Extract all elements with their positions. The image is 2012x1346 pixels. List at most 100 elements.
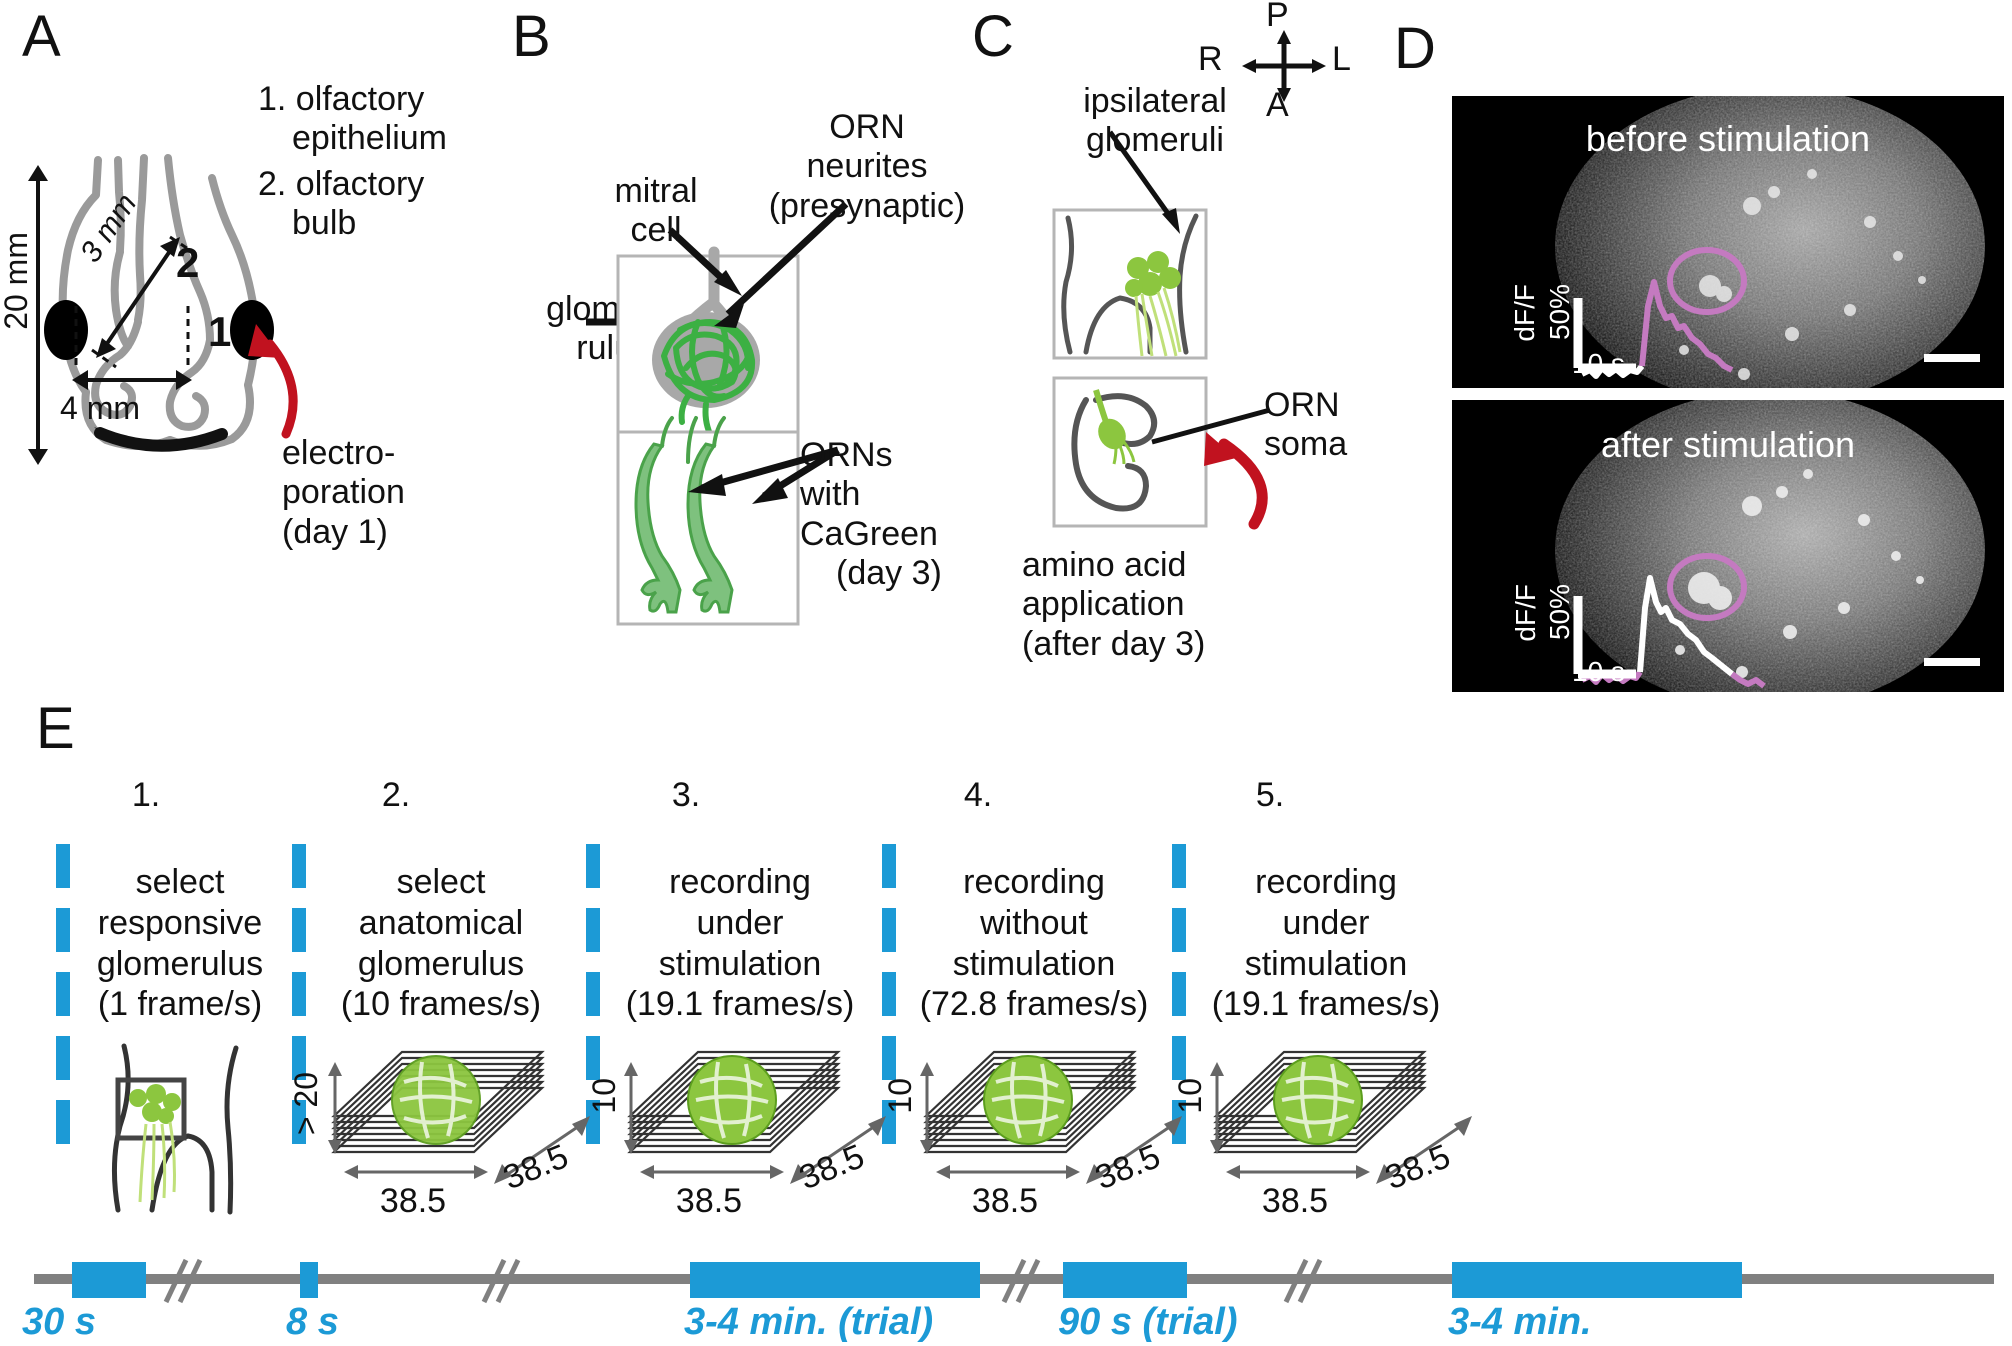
electroporation-line-3: (day 1) bbox=[282, 512, 388, 551]
panel-c-ipsilateral-label: ipsilateral glomeruli bbox=[1030, 82, 1280, 161]
mitral-line-1: mitral bbox=[614, 172, 698, 210]
panel-a-legend-1: 1. olfactory epithelium bbox=[258, 80, 568, 159]
panel-b-orns-label: ORNs with CaGreen (day 3) bbox=[800, 436, 1010, 594]
step-2-dim-x-arrow bbox=[344, 1165, 488, 1179]
orn-neurites-line-3: (presynaptic) bbox=[768, 186, 966, 225]
panel-b-letter: B bbox=[512, 4, 551, 69]
step-number-5: 5. bbox=[1255, 776, 1285, 814]
soma-line-2: soma bbox=[1264, 425, 1348, 464]
step-1-line-2: responsive bbox=[97, 903, 263, 942]
step-2-dim-z-arrow bbox=[328, 1062, 342, 1154]
step-4-dim-x-arrow bbox=[936, 1165, 1080, 1179]
panel-d-after-scalebar-right bbox=[1924, 658, 1980, 666]
amino-line-1: amino acid bbox=[1022, 546, 1187, 584]
step-2-icon-zstack bbox=[331, 1050, 545, 1154]
timeline-block-3 bbox=[690, 1262, 980, 1298]
step-3-line-3: stimulation bbox=[658, 944, 822, 983]
panel-b-orns-double-arrow bbox=[688, 446, 840, 504]
panel-d-before-image: before stimulation dF/F 50% 10 s bbox=[1452, 96, 2004, 388]
step-divider-1 bbox=[56, 844, 70, 1144]
panel-d-after-time-label: 10 s bbox=[1572, 656, 1625, 687]
step-4-dim-z-arrow bbox=[920, 1062, 934, 1154]
orns-line-2: with bbox=[800, 475, 861, 514]
legend-line-olfactory-bulb-1: 2. olfactory bbox=[258, 165, 425, 203]
panel-a-legend-2: 2. olfactory bulb bbox=[258, 165, 568, 244]
step-4-line-3: stimulation bbox=[952, 944, 1116, 983]
step-number-2: 2. bbox=[381, 776, 411, 814]
step-divider-4 bbox=[882, 844, 896, 1144]
step-2-dim-z: > 20 bbox=[288, 1072, 324, 1136]
legend-line-olfactory-epithelium-2: epithelium bbox=[292, 119, 447, 158]
step-4-line-2: without bbox=[980, 903, 1088, 942]
step-4-dim-y-arrow bbox=[1086, 1116, 1182, 1184]
orns-line-3: CaGreen bbox=[800, 514, 938, 553]
panel-a-scale-horizontal-arrow bbox=[72, 306, 192, 390]
panel-b-bottom-box bbox=[616, 416, 800, 626]
step-text-3: recording under stimulation (19.1 frames… bbox=[604, 862, 876, 1025]
legend-line-olfactory-bulb-2: bulb bbox=[292, 204, 357, 243]
panel-d-after-roi-circle bbox=[1667, 553, 1747, 621]
timeline-label-2: 8 s bbox=[286, 1301, 339, 1343]
ipsilateral-line-1: ipsilateral bbox=[1083, 82, 1227, 120]
step-divider-5 bbox=[1172, 844, 1186, 1144]
panel-c-glomeruli-pointer bbox=[1107, 130, 1180, 234]
step-number-4: 4. bbox=[963, 776, 993, 814]
panel-b-orn-neurites-label: ORN neurites (presynaptic) bbox=[752, 108, 982, 226]
step-1-line-3: glomerulus bbox=[96, 944, 264, 983]
amino-line-3: (after day 3) bbox=[1022, 624, 1206, 663]
step-4-line-4: (72.8 frames/s) bbox=[919, 985, 1149, 1024]
panel-a-letter: A bbox=[22, 4, 61, 69]
step-1-line-4: (1 frame/s) bbox=[97, 985, 263, 1024]
step-1-line-1: select bbox=[135, 863, 225, 901]
step-number-1: 1. bbox=[131, 776, 161, 814]
step-2-line-2: anatomical bbox=[358, 903, 524, 942]
legend-line-olfactory-epithelium-1: 1. olfactory bbox=[258, 80, 425, 118]
panel-b-orn-arrow bbox=[714, 201, 849, 328]
step-3-line-2: under bbox=[696, 903, 784, 942]
timeline-break-1 bbox=[163, 1258, 203, 1304]
panel-d-after-percent-label: 50% bbox=[1544, 584, 1575, 641]
step-4-icon-zstack bbox=[923, 1050, 1137, 1154]
compass-cross-icon bbox=[1242, 30, 1326, 102]
step-divider-2 bbox=[292, 844, 306, 1144]
panel-d-after-image: after stimulation dF/F 50% 10 s bbox=[1452, 400, 2004, 692]
step-5-dim-z-arrow bbox=[1210, 1062, 1224, 1154]
panel-c-top-box bbox=[1052, 208, 1208, 360]
panel-d-after-dff-label: dF/F bbox=[1510, 584, 1541, 642]
step-5-dim-x-arrow bbox=[1226, 1165, 1370, 1179]
step-5-dim-y-arrow bbox=[1376, 1116, 1472, 1184]
electroporation-line-1: electro- bbox=[282, 434, 396, 472]
panel-d-after-scalebars bbox=[1573, 596, 1636, 679]
electroporation-line-2: poration bbox=[282, 473, 405, 512]
timeline-break-4 bbox=[1283, 1258, 1323, 1304]
ipsilateral-line-2: glomeruli bbox=[1086, 121, 1224, 160]
timeline-break-2 bbox=[481, 1258, 521, 1304]
panel-a-scale-vertical-arrow bbox=[28, 165, 48, 465]
panel-c-amino-arrow bbox=[1204, 432, 1268, 530]
step-number-3: 3. bbox=[671, 776, 701, 814]
panel-d-before-dff-label: dF/F bbox=[1509, 284, 1541, 342]
panel-a-scale-diagonal-arrow bbox=[91, 235, 197, 369]
step-text-5: recording under stimulation (19.1 frames… bbox=[1190, 862, 1462, 1025]
compass-label-left: L bbox=[1332, 40, 1351, 78]
step-5-line-1: recording bbox=[1255, 863, 1397, 901]
panel-d-before-title: before stimulation bbox=[1585, 118, 1871, 159]
orns-line-4: (day 3) bbox=[836, 554, 942, 593]
panel-d-before-scalebar-right bbox=[1924, 354, 1980, 362]
step-2-line-3: glomerulus bbox=[357, 944, 525, 983]
step-4-line-1: recording bbox=[963, 863, 1105, 901]
step-5-dim-x: 38.5 bbox=[1261, 1182, 1329, 1220]
timeline-break-3 bbox=[1001, 1258, 1041, 1304]
soma-line-1: ORN bbox=[1264, 386, 1340, 424]
panel-d-before-scalebars bbox=[1573, 298, 1636, 373]
before-dff-text: dF/F bbox=[1509, 284, 1540, 342]
step-3-line-1: recording bbox=[669, 863, 811, 901]
orn-neurites-line-2: neurites bbox=[806, 147, 928, 186]
step-text-2: select anatomical glomerulus (10 frames/… bbox=[310, 862, 572, 1025]
panel-c-compass: P R L A bbox=[1198, 0, 1360, 130]
step-3-dim-z-arrow bbox=[624, 1062, 638, 1154]
step-text-4: recording without stimulation (72.8 fram… bbox=[898, 862, 1170, 1025]
panel-c-letter: C bbox=[972, 4, 1014, 69]
panel-b-mitral-arrow bbox=[667, 227, 742, 296]
panel-c-soma-pointer bbox=[1151, 407, 1271, 445]
